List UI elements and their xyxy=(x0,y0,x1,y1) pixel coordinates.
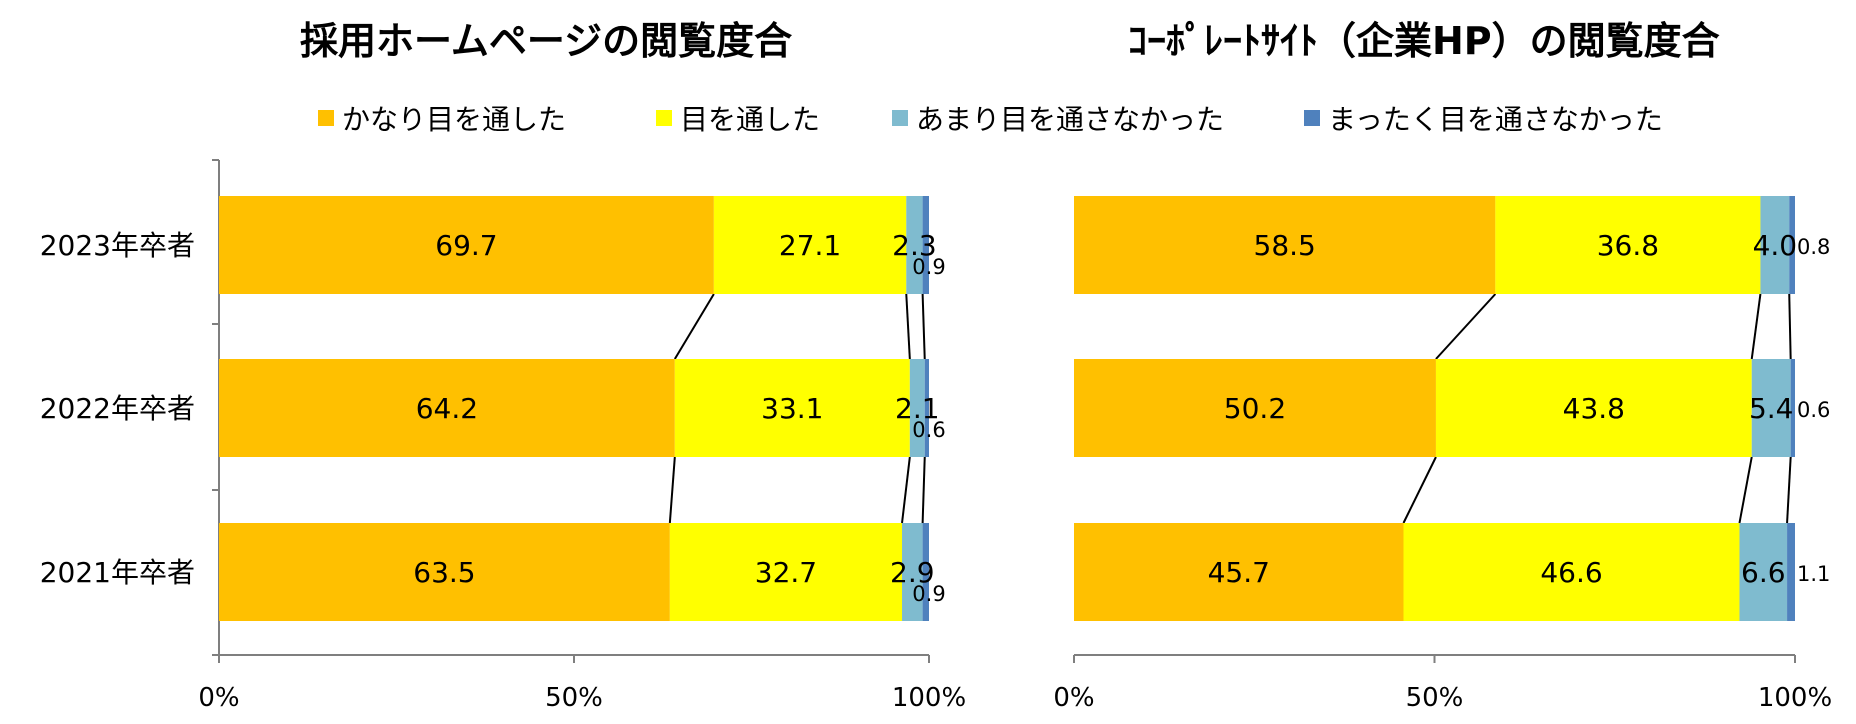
bar-segment-very-much xyxy=(219,523,670,621)
category-label: 2022年卒者 xyxy=(40,392,195,425)
data-label-not-much: 2.9 xyxy=(890,556,935,589)
legend-item-did-read: 目を通した xyxy=(656,98,820,138)
series-connector-line xyxy=(668,456,676,524)
bar-segment-did-read xyxy=(1495,196,1761,294)
legend-label-very-much: かなり目を通した xyxy=(342,103,567,136)
data-label-not-much: 5.4 xyxy=(1749,392,1794,425)
bar-segment-not-much xyxy=(1751,359,1791,457)
data-label-very-much: 63.5 xyxy=(413,556,475,589)
bar-segment-did-read xyxy=(669,523,903,621)
bar-segment-very-much xyxy=(1074,196,1496,294)
legend: かなり目を通した 目を通した あまり目を通さなかった まったく目を通さなかった xyxy=(318,98,1718,138)
bar-segment-did-read xyxy=(1403,523,1740,621)
series-connector-line xyxy=(1786,456,1792,524)
series-connector-line xyxy=(1788,293,1792,360)
data-label-not-at-all: 0.6 xyxy=(912,418,945,442)
bar-segment-very-much xyxy=(1074,359,1436,457)
data-label-not-much: 2.1 xyxy=(895,392,940,425)
chart-title-recruitment: 採用ホームページの閲覧度合 xyxy=(300,19,793,63)
legend-swatch-not-at-all xyxy=(1304,110,1320,126)
data-label-not-much: 2.3 xyxy=(892,229,937,262)
category-label: 2021年卒者 xyxy=(40,556,195,589)
legend-label-not-at-all: まったく目を通さなかった xyxy=(1328,103,1663,136)
data-label-very-much: 64.2 xyxy=(416,392,478,425)
bar-segment-not-at-all xyxy=(924,359,929,457)
chart-title-corporate: ｺｰﾎﾟﾚｰﾄｻｲﾄ（企業HP）の閲覧度合 xyxy=(1128,19,1720,63)
bar-segment-not-much xyxy=(906,196,923,294)
legend-label-did-read: 目を通した xyxy=(680,103,821,136)
bar-segment-not-much xyxy=(1739,523,1788,621)
bar-segment-did-read xyxy=(713,196,907,294)
data-label-did-read: 32.7 xyxy=(755,556,817,589)
value-axis-tick-label-corp: 100% xyxy=(1758,683,1832,713)
data-label-did-read: 43.8 xyxy=(1563,392,1625,425)
legend-swatch-very-much xyxy=(318,110,334,126)
series-connector-line xyxy=(1738,456,1753,524)
bar-segment-not-at-all xyxy=(1787,523,1795,621)
bar-segment-not-much xyxy=(909,359,925,457)
legend-swatch-did-read xyxy=(656,110,672,126)
data-label-very-much: 69.7 xyxy=(435,229,497,262)
legend-label-not-much: あまり目を通さなかった xyxy=(916,103,1225,136)
legend-item-not-at-all: まったく目を通さなかった xyxy=(1304,98,1663,138)
legend-item-not-much: あまり目を通さなかった xyxy=(892,98,1224,138)
legend-swatch-not-much xyxy=(892,110,908,126)
value-axis-tick-label-recruit: 0% xyxy=(198,683,239,713)
category-label: 2023年卒者 xyxy=(40,229,195,262)
data-label-did-read: 46.6 xyxy=(1540,556,1602,589)
series-connector-line xyxy=(905,293,911,360)
data-label-not-much: 4.0 xyxy=(1753,229,1798,262)
bar-segment-very-much xyxy=(219,359,675,457)
series-connector-line xyxy=(1750,293,1762,360)
bar-segment-did-read xyxy=(674,359,910,457)
data-label-did-read: 36.8 xyxy=(1597,229,1659,262)
bar-segment-very-much xyxy=(219,196,714,294)
bar-segment-not-at-all xyxy=(922,523,929,621)
series-connector-line xyxy=(921,456,926,524)
value-axis-tick-label-corp: 50% xyxy=(1406,683,1464,713)
data-label-not-at-all: 1.1 xyxy=(1797,562,1830,586)
bar-segment-not-at-all xyxy=(922,196,929,294)
value-axis-tick-label-recruit: 50% xyxy=(545,683,603,713)
bar-segment-not-much xyxy=(1760,196,1790,294)
bar-segment-not-at-all xyxy=(1789,196,1795,294)
data-label-very-much: 50.2 xyxy=(1224,392,1286,425)
data-label-not-at-all: 0.8 xyxy=(1797,235,1830,259)
bar-segment-not-much xyxy=(902,523,923,621)
value-axis-tick-label-corp: 0% xyxy=(1053,683,1094,713)
series-connector-line xyxy=(673,293,715,360)
data-label-not-at-all: 0.6 xyxy=(1797,398,1830,422)
data-label-very-much: 58.5 xyxy=(1254,229,1316,262)
bar-segment-not-at-all xyxy=(1790,359,1795,457)
value-axis-tick-label-recruit: 100% xyxy=(892,683,966,713)
data-label-very-much: 45.7 xyxy=(1208,556,1270,589)
legend-item-very-much: かなり目を通した xyxy=(318,98,566,138)
series-connector-line xyxy=(1435,293,1497,360)
series-connector-line xyxy=(901,456,911,524)
data-label-not-at-all: 0.9 xyxy=(912,255,945,279)
bar-segment-very-much xyxy=(1074,523,1404,621)
data-label-did-read: 33.1 xyxy=(761,392,823,425)
data-label-not-at-all: 0.9 xyxy=(912,582,945,606)
data-label-did-read: 27.1 xyxy=(779,229,841,262)
series-connector-line xyxy=(1402,456,1437,524)
data-label-not-much: 6.6 xyxy=(1741,556,1786,589)
series-connector-line xyxy=(921,293,926,360)
bar-segment-did-read xyxy=(1435,359,1752,457)
